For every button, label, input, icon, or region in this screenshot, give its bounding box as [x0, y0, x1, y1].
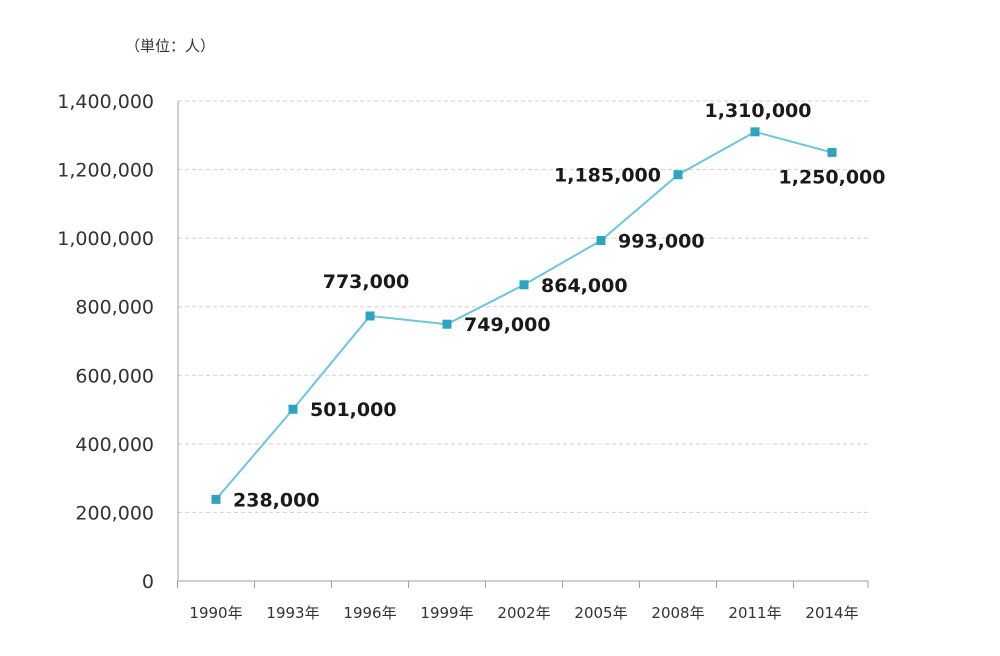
unit-label: （単位：人）	[125, 37, 215, 55]
y-tick-label: 1,000,000	[57, 228, 154, 250]
data-labels: 238,000 501,000 773,000 749,000 864,000 993,0…	[233, 100, 885, 512]
x-tick-label: 1999年	[420, 604, 473, 622]
y-tick-labels: 0 200,000 400,000 600,000 800,000 1,000,000 1,…	[57, 91, 154, 593]
data-point-marker	[673, 170, 683, 180]
y-tick-label: 600,000	[75, 365, 154, 387]
y-tick-label: 800,000	[75, 297, 154, 319]
data-label: 1,310,000	[705, 100, 812, 122]
x-tick-labels: 1990年 1993年 1996年 1999年 2002年 2005年 2008年 2011年…	[189, 604, 858, 622]
data-point-marker	[750, 127, 760, 137]
data-point-marker	[442, 319, 452, 329]
data-point-marker	[519, 280, 529, 290]
x-tick-label: 2011年	[728, 604, 781, 622]
x-tick-label: 2005年	[574, 604, 627, 622]
y-tick-label: 0	[142, 571, 154, 593]
data-label: 1,185,000	[554, 165, 661, 187]
data-points	[211, 127, 837, 504]
data-label: 1,250,000	[779, 166, 886, 188]
x-tick-label: 1996年	[343, 604, 396, 622]
x-tick-label: 2002年	[497, 604, 550, 622]
data-point-marker	[365, 311, 375, 321]
y-tick-label: 1,400,000	[57, 91, 154, 113]
data-point-marker	[596, 236, 606, 246]
x-tick-label: 1993年	[266, 604, 319, 622]
y-tick-label: 200,000	[75, 502, 154, 524]
data-point-marker	[288, 404, 298, 414]
data-point-marker	[827, 147, 837, 157]
data-label: 501,000	[310, 399, 397, 421]
data-label: 864,000	[541, 275, 628, 297]
x-tick-label: 2014年	[805, 604, 858, 622]
data-label: 749,000	[464, 314, 551, 336]
y-tick-label: 1,200,000	[57, 160, 154, 182]
data-label: 238,000	[233, 489, 320, 511]
gridlines	[178, 100, 868, 513]
data-point-marker	[211, 494, 221, 504]
data-label: 773,000	[323, 271, 410, 293]
axes	[177, 101, 869, 588]
y-tick-label: 400,000	[75, 434, 154, 456]
data-label: 993,000	[618, 231, 705, 253]
x-tick-label: 2008年	[651, 604, 704, 622]
x-tick-label: 1990年	[189, 604, 242, 622]
